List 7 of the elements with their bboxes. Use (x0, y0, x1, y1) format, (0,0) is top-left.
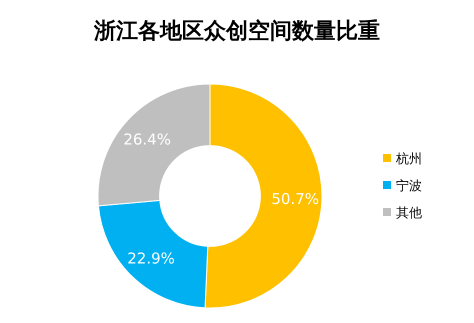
data-label: 50.7% (271, 190, 320, 208)
data-label: 22.9% (127, 250, 175, 268)
legend-label: 杭州 (395, 152, 422, 167)
legend-label: 其他 (396, 206, 422, 221)
legend-label: 宁波 (396, 178, 422, 194)
chart-title: 浙江各地区众创空间数量比重 (93, 18, 380, 44)
data-label: 26.4% (123, 130, 171, 148)
